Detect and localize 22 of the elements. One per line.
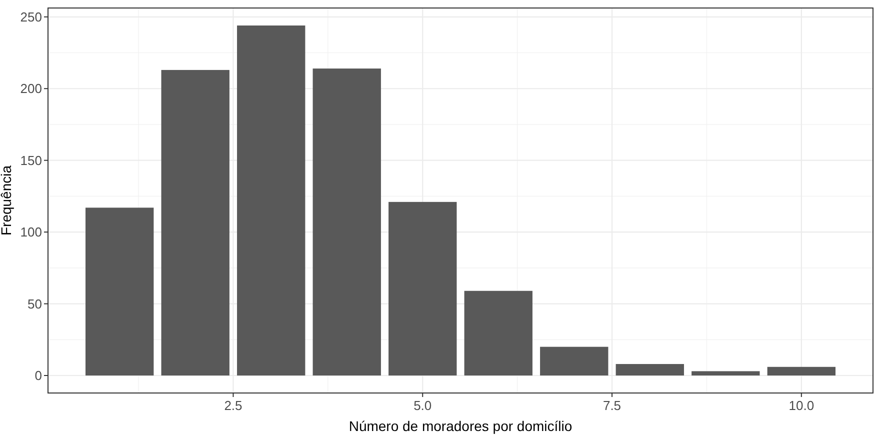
x-tick-label: 10.0 [788, 398, 814, 413]
bar [540, 346, 608, 376]
bar [86, 208, 154, 376]
y-tick-label: 50 [28, 296, 42, 312]
bar [237, 26, 306, 376]
y-tick-label: 150 [20, 152, 42, 168]
x-axis-title: Número de moradores por domicílio [348, 418, 572, 434]
x-tick-label: 7.5 [602, 398, 622, 413]
bar [312, 68, 381, 376]
bar [767, 366, 836, 376]
y-tick-label: 100 [20, 224, 42, 240]
y-tick-label: 200 [20, 81, 42, 96]
bar [692, 371, 760, 376]
bar [616, 364, 684, 376]
y-tick-label: 250 [20, 9, 42, 24]
bar [464, 290, 532, 376]
y-tick-label: 0 [34, 368, 42, 384]
bar [388, 202, 457, 376]
x-tick-label: 2.5 [224, 398, 242, 413]
bar [161, 70, 230, 376]
y-axis-title: Frequência [0, 165, 14, 236]
x-tick-label: 5.0 [414, 398, 432, 413]
